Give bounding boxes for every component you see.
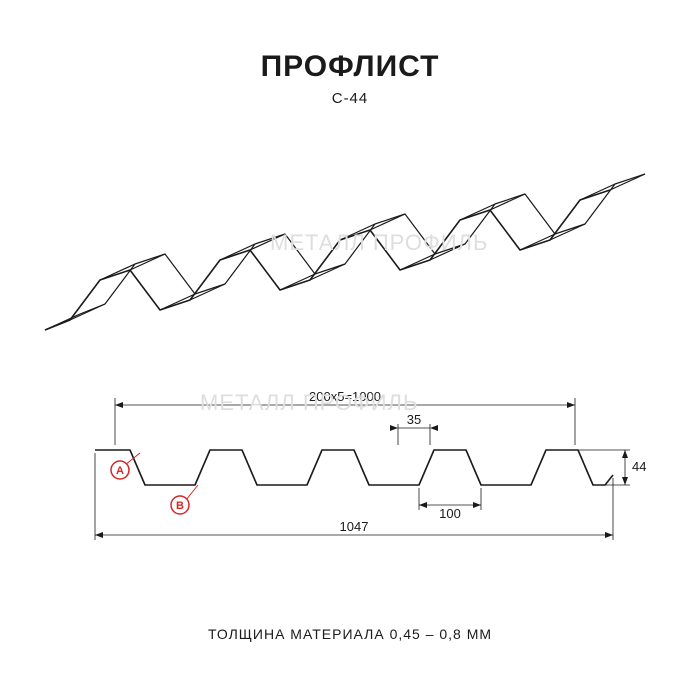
dim-height-label: 44	[632, 459, 646, 474]
dim-rib-bottom: 100	[419, 488, 481, 521]
dim-rib-bottom-label: 100	[439, 506, 461, 521]
isometric-svg	[0, 150, 700, 350]
product-title: ПРОФЛИСТ	[0, 50, 700, 84]
section-profile	[95, 450, 613, 485]
header: ПРОФЛИСТ С-44	[0, 0, 700, 107]
section-view: МЕТАЛЛ ПРОФИЛЬ 200x5=1000 35	[0, 380, 700, 560]
dim-height: 44	[578, 450, 646, 485]
iso-front-edge	[45, 190, 610, 330]
dim-overall-label: 1047	[340, 519, 369, 534]
marker-b-label: B	[176, 500, 184, 512]
iso-depth-edges	[45, 174, 645, 330]
product-model: С-44	[0, 90, 700, 107]
marker-b: B	[171, 485, 198, 514]
dim-overall: 1047	[95, 453, 613, 540]
dim-pitch-label: 200x5=1000	[309, 389, 381, 404]
marker-a: A	[111, 453, 140, 479]
marker-a-label: A	[116, 465, 124, 477]
iso-back-edge	[80, 174, 645, 314]
page: ПРОФЛИСТ С-44 МЕТАЛЛ ПРОФИЛЬ	[0, 0, 700, 700]
footer-thickness: ТОЛЩИНА МАТЕРИАЛА 0,45 – 0,8 ММ	[0, 626, 700, 642]
dim-rib-top-label: 35	[407, 412, 421, 427]
dim-rib-top: 35	[390, 412, 438, 445]
isometric-view: МЕТАЛЛ ПРОФИЛЬ	[0, 150, 700, 350]
dim-pitch: 200x5=1000	[115, 389, 575, 445]
section-svg: 200x5=1000 35 A	[0, 380, 700, 560]
